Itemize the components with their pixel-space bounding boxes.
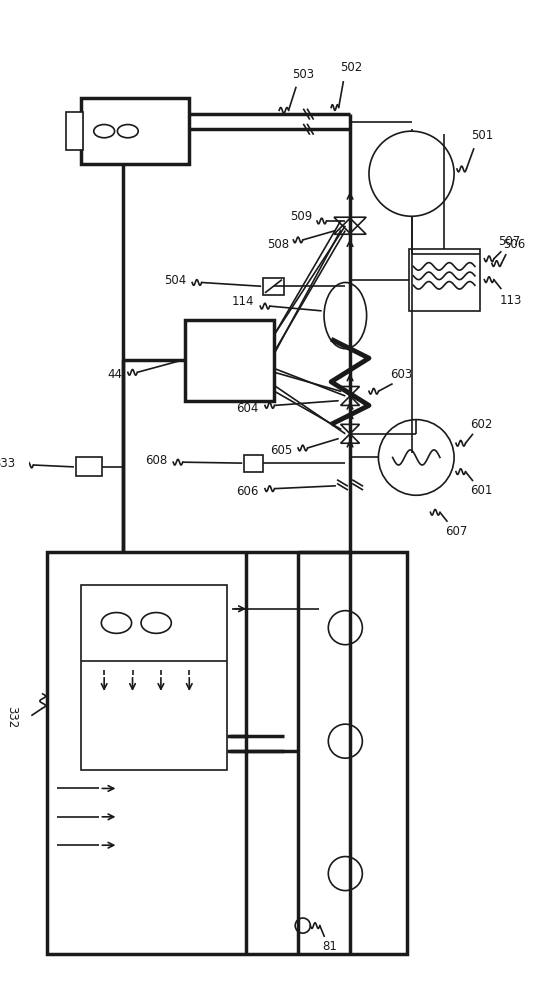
Text: 509: 509: [290, 210, 313, 223]
Text: 501: 501: [471, 129, 493, 142]
Text: 506: 506: [503, 238, 526, 251]
Text: 602: 602: [470, 418, 493, 431]
Text: 44: 44: [107, 368, 122, 381]
Text: 114: 114: [232, 295, 255, 308]
Text: 607: 607: [445, 525, 467, 538]
Circle shape: [369, 131, 454, 216]
Bar: [80, 98, 190, 164]
Text: 503: 503: [293, 68, 315, 81]
Polygon shape: [341, 434, 359, 443]
Circle shape: [295, 918, 310, 933]
Text: 606: 606: [236, 485, 259, 498]
Bar: [263, 278, 284, 295]
Bar: [244, 455, 263, 472]
Polygon shape: [334, 226, 351, 234]
Polygon shape: [341, 396, 359, 405]
Circle shape: [328, 857, 363, 891]
Polygon shape: [341, 424, 359, 434]
Polygon shape: [349, 226, 366, 234]
Text: 605: 605: [269, 444, 292, 457]
Text: 333: 333: [0, 457, 15, 470]
Ellipse shape: [94, 125, 115, 138]
Ellipse shape: [117, 125, 138, 138]
Text: 81: 81: [323, 940, 338, 953]
Bar: [80, 585, 227, 770]
Circle shape: [379, 420, 454, 495]
Text: 603: 603: [390, 368, 412, 381]
Bar: [47, 552, 407, 954]
Text: 504: 504: [164, 274, 186, 287]
Bar: [185, 320, 274, 401]
Polygon shape: [349, 217, 366, 226]
Ellipse shape: [141, 613, 171, 633]
Text: 507: 507: [499, 235, 521, 248]
Text: 502: 502: [341, 61, 363, 74]
Bar: [409, 249, 479, 311]
Circle shape: [328, 724, 363, 758]
Ellipse shape: [101, 613, 132, 633]
Polygon shape: [334, 217, 351, 226]
Text: 601: 601: [470, 484, 493, 497]
Text: 332: 332: [5, 706, 18, 729]
Text: 508: 508: [267, 238, 289, 251]
Circle shape: [328, 611, 363, 645]
Bar: [66, 112, 83, 150]
Bar: [76, 457, 102, 476]
Text: 604: 604: [236, 402, 259, 415]
Text: 608: 608: [145, 454, 167, 467]
Text: 113: 113: [500, 294, 522, 307]
Polygon shape: [341, 387, 359, 396]
Ellipse shape: [324, 282, 366, 349]
